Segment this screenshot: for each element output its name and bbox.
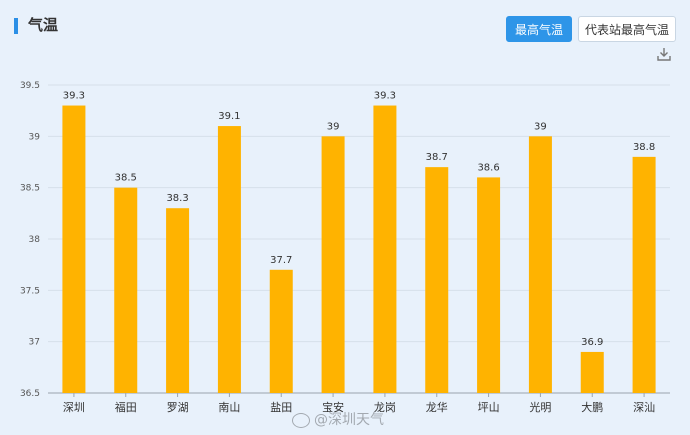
- max-temp-button[interactable]: 最高气温: [506, 16, 572, 42]
- bar: [477, 177, 501, 393]
- bar: [62, 105, 86, 394]
- y-tick-label: 39: [29, 132, 41, 142]
- data-label: 39: [534, 121, 547, 132]
- y-tick-label: 38: [29, 235, 41, 245]
- x-tick-label: 南山: [218, 401, 240, 414]
- panel-title: 气温: [28, 16, 59, 34]
- watermark: @深圳天气: [292, 409, 384, 429]
- data-label: 39.3: [374, 91, 396, 102]
- x-tick-label: 深汕: [633, 401, 655, 414]
- data-label: 39.3: [63, 91, 85, 102]
- data-label: 38.7: [426, 152, 448, 163]
- bar: [632, 156, 656, 393]
- station-max-temp-button[interactable]: 代表站最高气温: [578, 16, 676, 42]
- y-tick-label: 36.5: [20, 389, 40, 399]
- x-tick-label: 大鹏: [581, 400, 603, 414]
- weibo-icon: [292, 412, 310, 428]
- x-tick-label: 福田: [115, 400, 137, 414]
- x-tick-label: 龙岗: [374, 401, 396, 414]
- bar: [321, 136, 345, 394]
- bar: [269, 269, 293, 393]
- bar: [425, 167, 449, 393]
- x-tick-label: 深圳: [63, 401, 85, 414]
- bar: [166, 208, 190, 393]
- data-label: 39.1: [218, 111, 240, 122]
- x-tick-label: 宝安: [322, 400, 344, 414]
- x-tick-label: 罗湖: [167, 401, 189, 414]
- bar: [217, 126, 241, 394]
- title-accent-bar: [14, 18, 18, 34]
- bar: [528, 136, 552, 394]
- y-tick-label: 39.5: [20, 81, 40, 91]
- watermark-text: @深圳天气: [314, 412, 384, 428]
- x-tick-label: 龙华: [426, 400, 448, 414]
- x-tick-label: 坪山: [478, 401, 500, 414]
- download-icon[interactable]: [655, 45, 673, 63]
- data-label: 38.3: [166, 193, 188, 204]
- y-tick-label: 38.5: [20, 184, 40, 194]
- data-label: 38.8: [633, 142, 655, 153]
- x-tick-label: 盐田: [270, 401, 292, 414]
- bar: [580, 351, 604, 393]
- data-label: 37.7: [270, 255, 292, 266]
- y-tick-label: 37.5: [20, 286, 40, 296]
- data-label: 39: [327, 121, 340, 132]
- data-label: 38.5: [115, 173, 137, 184]
- data-label: 38.6: [477, 162, 499, 173]
- data-label: 36.9: [581, 337, 603, 348]
- y-tick-label: 37: [29, 338, 40, 348]
- bar: [114, 187, 138, 393]
- bar: [373, 105, 397, 394]
- x-tick-label: 光明: [529, 400, 551, 414]
